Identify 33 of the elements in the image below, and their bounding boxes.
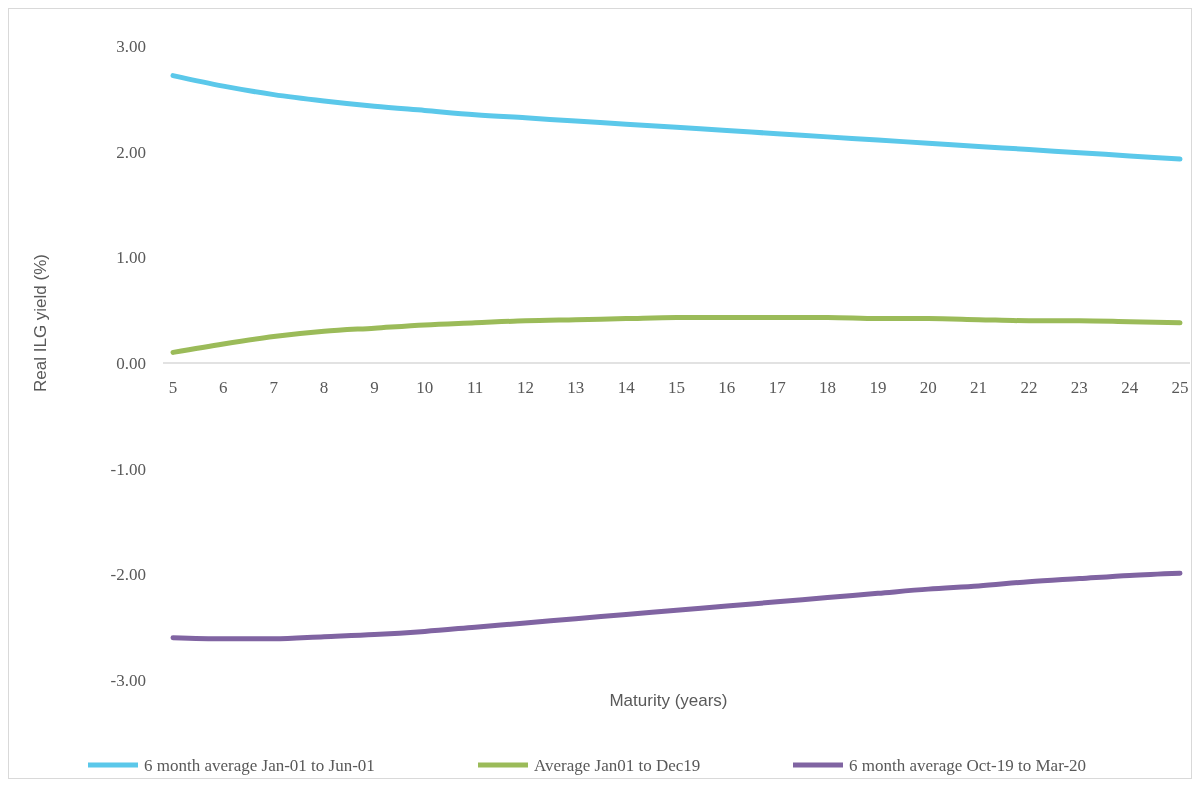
x-tick-label: 19 — [869, 378, 887, 397]
x-tick-label: 13 — [567, 378, 585, 397]
x-tick-label: 14 — [617, 378, 636, 397]
legend-label: 6 month average Jan-01 to Jun-01 — [144, 755, 375, 775]
x-tick-label: 8 — [319, 378, 329, 397]
y-tick-label: 2.00 — [116, 142, 146, 162]
x-tick-label: 22 — [1020, 378, 1038, 397]
x-tick-label: 20 — [919, 378, 937, 397]
x-tick-label: 16 — [718, 378, 736, 397]
y-tick-label: 0.00 — [116, 353, 146, 373]
x-tick-label: 12 — [516, 378, 534, 397]
y-tick-label: 3.00 — [116, 36, 146, 56]
legend-label: 6 month average Oct-19 to Mar-20 — [849, 755, 1087, 775]
x-tick-label: 25 — [1171, 378, 1189, 397]
x-tick-label: 18 — [819, 378, 837, 397]
x-tick-label: 10 — [416, 378, 434, 397]
y-tick-label: -3.00 — [110, 670, 146, 690]
y-axis-title: Real ILG yield (%) — [31, 254, 50, 392]
x-tick-label: 6 — [219, 378, 228, 397]
y-tick-label: -2.00 — [110, 565, 146, 585]
y-tick-label: 1.00 — [116, 248, 146, 268]
x-tick-label: 23 — [1070, 378, 1088, 397]
x-tick-label: 24 — [1121, 378, 1139, 397]
x-tick-label: 5 — [168, 378, 178, 397]
x-tick-label: 11 — [466, 378, 484, 397]
legend-label: Average Jan01 to Dec19 — [534, 755, 701, 775]
x-tick-label: 21 — [970, 378, 988, 397]
x-axis-title: Maturity (years) — [609, 691, 728, 710]
x-tick-label: 15 — [668, 378, 685, 397]
x-tick-label: 7 — [269, 378, 279, 397]
x-tick-label: 9 — [370, 378, 379, 397]
y-tick-label: -1.00 — [110, 459, 146, 479]
x-tick-label: 17 — [768, 378, 787, 397]
